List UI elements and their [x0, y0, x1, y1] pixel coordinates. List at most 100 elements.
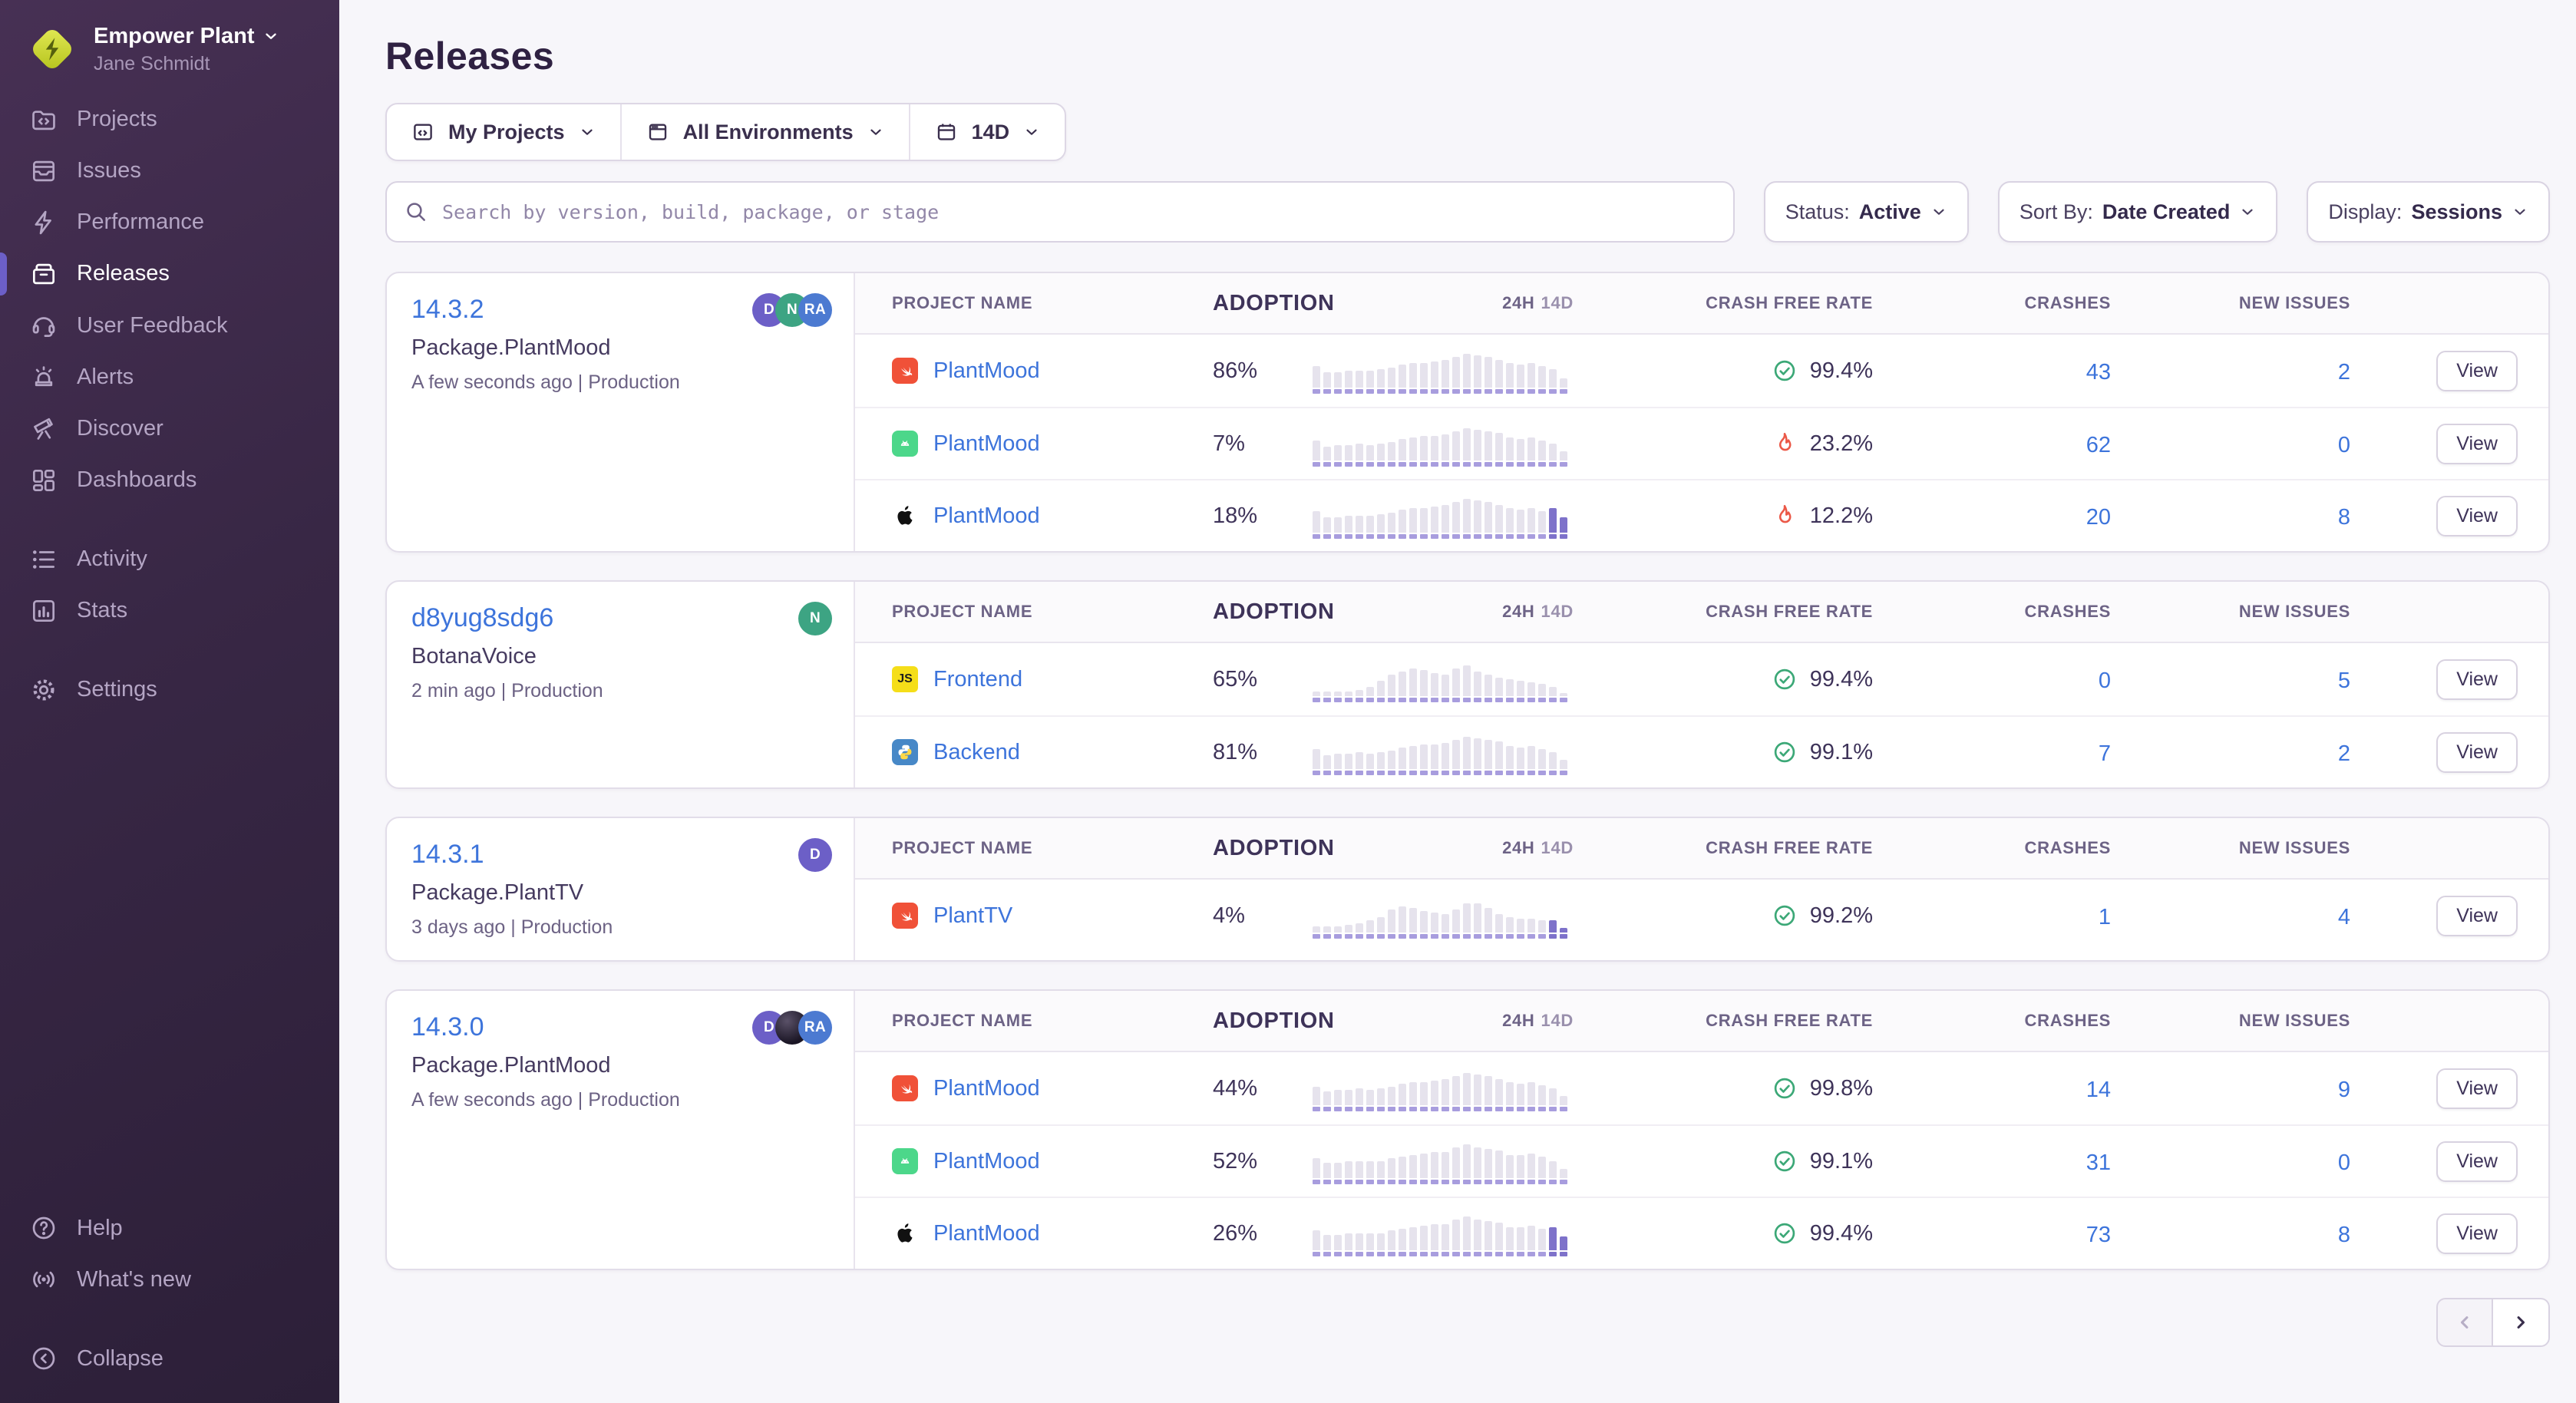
view-button[interactable]: View	[2436, 1068, 2518, 1109]
sidebar-item-releases[interactable]: Releases	[0, 248, 339, 299]
adoption-chart-cell	[1313, 1065, 1635, 1111]
chart-range-14d[interactable]: 14D	[1541, 602, 1574, 621]
avatar[interactable]: D	[798, 838, 832, 872]
view-button[interactable]: View	[2436, 1213, 2518, 1254]
sidebar-item-alerts[interactable]: Alerts	[0, 352, 339, 403]
crash-free-rate-cell: 99.1%	[1635, 1148, 1942, 1174]
crashes-link[interactable]: 31	[2086, 1150, 2111, 1175]
new-issues-link[interactable]: 4	[2337, 904, 2350, 929]
sidebar-item-user-feedback[interactable]: User Feedback	[0, 300, 339, 352]
new-issues-link[interactable]: 9	[2337, 1077, 2350, 1102]
crashes-link[interactable]: 7	[2098, 741, 2111, 766]
project-row: PlantMood 86% 99.4% 43 2 View	[855, 335, 2548, 407]
crash-free-healthy-icon	[1772, 903, 1798, 929]
crashes-link[interactable]: 73	[2086, 1222, 2111, 1247]
crash-free-value: 99.2%	[1809, 903, 1873, 928]
next-page-button[interactable]	[2493, 1298, 2550, 1347]
project-link[interactable]: PlantMood	[933, 503, 1040, 528]
chart-range-24h[interactable]: 24H	[1502, 602, 1535, 621]
sort-dropdown[interactable]: Sort By: Date Created	[1997, 181, 2278, 243]
view-button[interactable]: View	[2436, 423, 2518, 464]
release-version-link[interactable]: 14.3.2	[411, 295, 484, 324]
calendar-icon	[935, 120, 958, 144]
crash-free-rate-cell: 23.2%	[1635, 431, 1942, 457]
sidebar-item-settings[interactable]: Settings	[0, 664, 339, 715]
view-button[interactable]: View	[2436, 350, 2518, 391]
date-range-filter-button[interactable]: 14D	[908, 104, 1065, 160]
chevron-down-icon	[263, 28, 279, 45]
header-chart-range: 24H 14D	[1313, 293, 1635, 313]
org-logo-icon	[26, 23, 78, 75]
release-version-link[interactable]: d8yug8sdg6	[411, 603, 554, 632]
sidebar-item-activity[interactable]: Activity	[0, 533, 339, 585]
search-input[interactable]	[385, 181, 1735, 243]
avatar[interactable]: RA	[798, 293, 832, 327]
crashes-link[interactable]: 0	[2098, 668, 2111, 693]
crash-free-healthy-icon	[1772, 358, 1798, 384]
sidebar-item-stats[interactable]: Stats	[0, 585, 339, 636]
discover-icon	[29, 414, 58, 443]
sidebar-item-whats-new[interactable]: What's new	[0, 1254, 339, 1306]
crashes-link[interactable]: 62	[2086, 432, 2111, 457]
project-link[interactable]: PlantMood	[933, 1148, 1040, 1174]
adoption-value: 52%	[1213, 1148, 1258, 1174]
new-issues-link[interactable]: 8	[2337, 1222, 2350, 1247]
view-button[interactable]: View	[2436, 1141, 2518, 1182]
release-meta: A few seconds ago | Production	[411, 1089, 680, 1111]
projects-filter-button[interactable]: My Projects	[387, 104, 620, 160]
new-issues-link[interactable]: 2	[2337, 741, 2350, 766]
previous-page-button[interactable]	[2436, 1298, 2493, 1347]
sidebar-item-collapse[interactable]: Collapse	[0, 1333, 339, 1385]
project-link[interactable]: PlantTV	[933, 903, 1013, 928]
header-new-issues: NEW ISSUES	[2238, 1011, 2350, 1030]
release-version-link[interactable]: 14.3.1	[411, 840, 484, 869]
project-link[interactable]: PlantMood	[933, 358, 1040, 383]
chart-range-14d[interactable]: 14D	[1541, 1011, 1574, 1030]
sidebar-item-help[interactable]: Help	[0, 1203, 339, 1254]
chart-range-24h[interactable]: 24H	[1502, 838, 1535, 857]
sidebar-item-projects[interactable]: Projects	[0, 94, 339, 145]
chart-range-24h[interactable]: 24H	[1502, 293, 1535, 312]
crashes-link[interactable]: 14	[2086, 1077, 2111, 1102]
sidebar-item-issues[interactable]: Issues	[0, 145, 339, 196]
project-link[interactable]: PlantMood	[933, 1220, 1040, 1246]
crash-free-rate-cell: 99.8%	[1635, 1075, 1942, 1101]
javascript-icon: JS	[892, 666, 918, 692]
view-button[interactable]: View	[2436, 495, 2518, 536]
new-issues-link[interactable]: 0	[2337, 432, 2350, 457]
chart-range-14d[interactable]: 14D	[1541, 838, 1574, 857]
new-issues-link[interactable]: 0	[2337, 1150, 2350, 1175]
new-issues-link[interactable]: 5	[2337, 668, 2350, 693]
crashes-link[interactable]: 1	[2098, 904, 2111, 929]
view-button[interactable]: View	[2436, 731, 2518, 773]
view-button[interactable]: View	[2436, 659, 2518, 700]
environments-filter-button[interactable]: All Environments	[619, 104, 909, 160]
project-link[interactable]: PlantMood	[933, 431, 1040, 456]
new-issues-link[interactable]: 2	[2337, 359, 2350, 385]
avatar[interactable]: N	[798, 602, 832, 635]
adoption-value: 44%	[1213, 1075, 1258, 1101]
project-link[interactable]: Frontend	[933, 666, 1023, 692]
project-link[interactable]: PlantMood	[933, 1075, 1040, 1101]
header-project-name: PROJECT NAME	[892, 838, 1033, 857]
release-card: 14.3.0 Package.PlantMood A few seconds ago…	[385, 989, 2550, 1270]
adoption-sparkline	[1313, 1138, 1567, 1184]
display-dropdown[interactable]: Display: Sessions	[2307, 181, 2550, 243]
project-link[interactable]: Backend	[933, 739, 1020, 764]
status-dropdown[interactable]: Status: Active	[1763, 181, 1969, 243]
chart-range-24h[interactable]: 24H	[1502, 1011, 1535, 1030]
view-button[interactable]: View	[2436, 895, 2518, 936]
crashes-link[interactable]: 43	[2086, 359, 2111, 385]
sidebar-item-discover[interactable]: Discover	[0, 403, 339, 454]
sidebar-item-dashboards[interactable]: Dashboards	[0, 454, 339, 506]
crashes-link[interactable]: 20	[2086, 504, 2111, 530]
release-version-link[interactable]: 14.3.0	[411, 1012, 484, 1042]
org-switcher[interactable]: Empower Plant Jane Schmidt	[0, 0, 339, 94]
release-package: Package.PlantMood	[411, 1053, 611, 1078]
sidebar-item-performance[interactable]: Performance	[0, 196, 339, 248]
avatar[interactable]: RA	[798, 1011, 832, 1045]
chart-range-14d[interactable]: 14D	[1541, 293, 1574, 312]
new-issues-link[interactable]: 8	[2337, 504, 2350, 530]
header-chart-range: 24H 14D	[1313, 1011, 1635, 1031]
crash-free-rate-cell: 12.2%	[1635, 503, 1942, 529]
